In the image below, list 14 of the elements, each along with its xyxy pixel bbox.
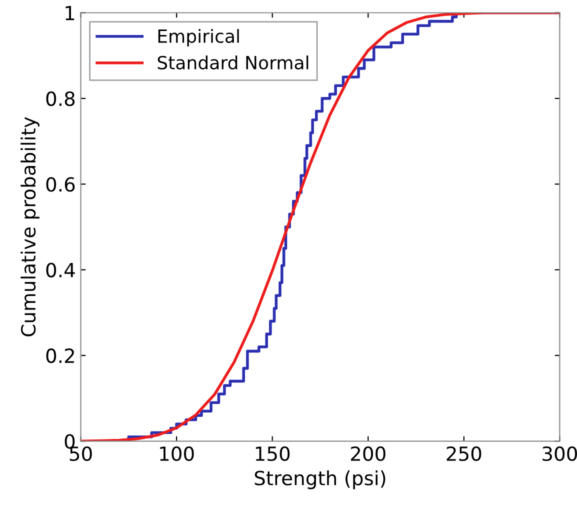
y-axis-title: Cumulative probability — [20, 117, 40, 336]
x-tick-label: 150 — [256, 446, 290, 462]
legend-label: Standard Normal — [158, 56, 308, 70]
y-tick-label: 0.4 — [46, 262, 75, 278]
y-tick-label: 1 — [66, 6, 74, 20]
x-tick-label: 200 — [350, 446, 386, 462]
x-axis-title: Strength (psi) — [254, 470, 386, 490]
x-tick-label: 300 — [542, 446, 577, 462]
y-tick-label: 0.8 — [46, 91, 75, 106]
legend-label: Empirical — [158, 29, 239, 46]
x-tick-label: 250 — [446, 446, 482, 462]
y-tick-label: 0.2 — [46, 348, 74, 364]
y-tick-label: 0.6 — [46, 177, 75, 192]
x-tick-label: 100 — [160, 446, 194, 462]
